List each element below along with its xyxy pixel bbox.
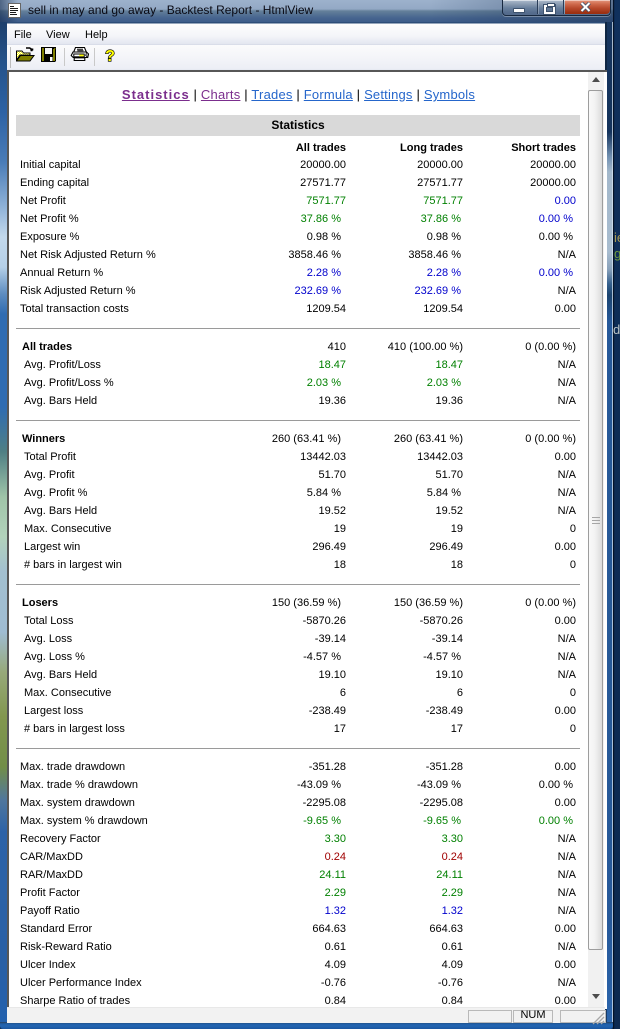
svg-text:?: ? [105,48,115,64]
